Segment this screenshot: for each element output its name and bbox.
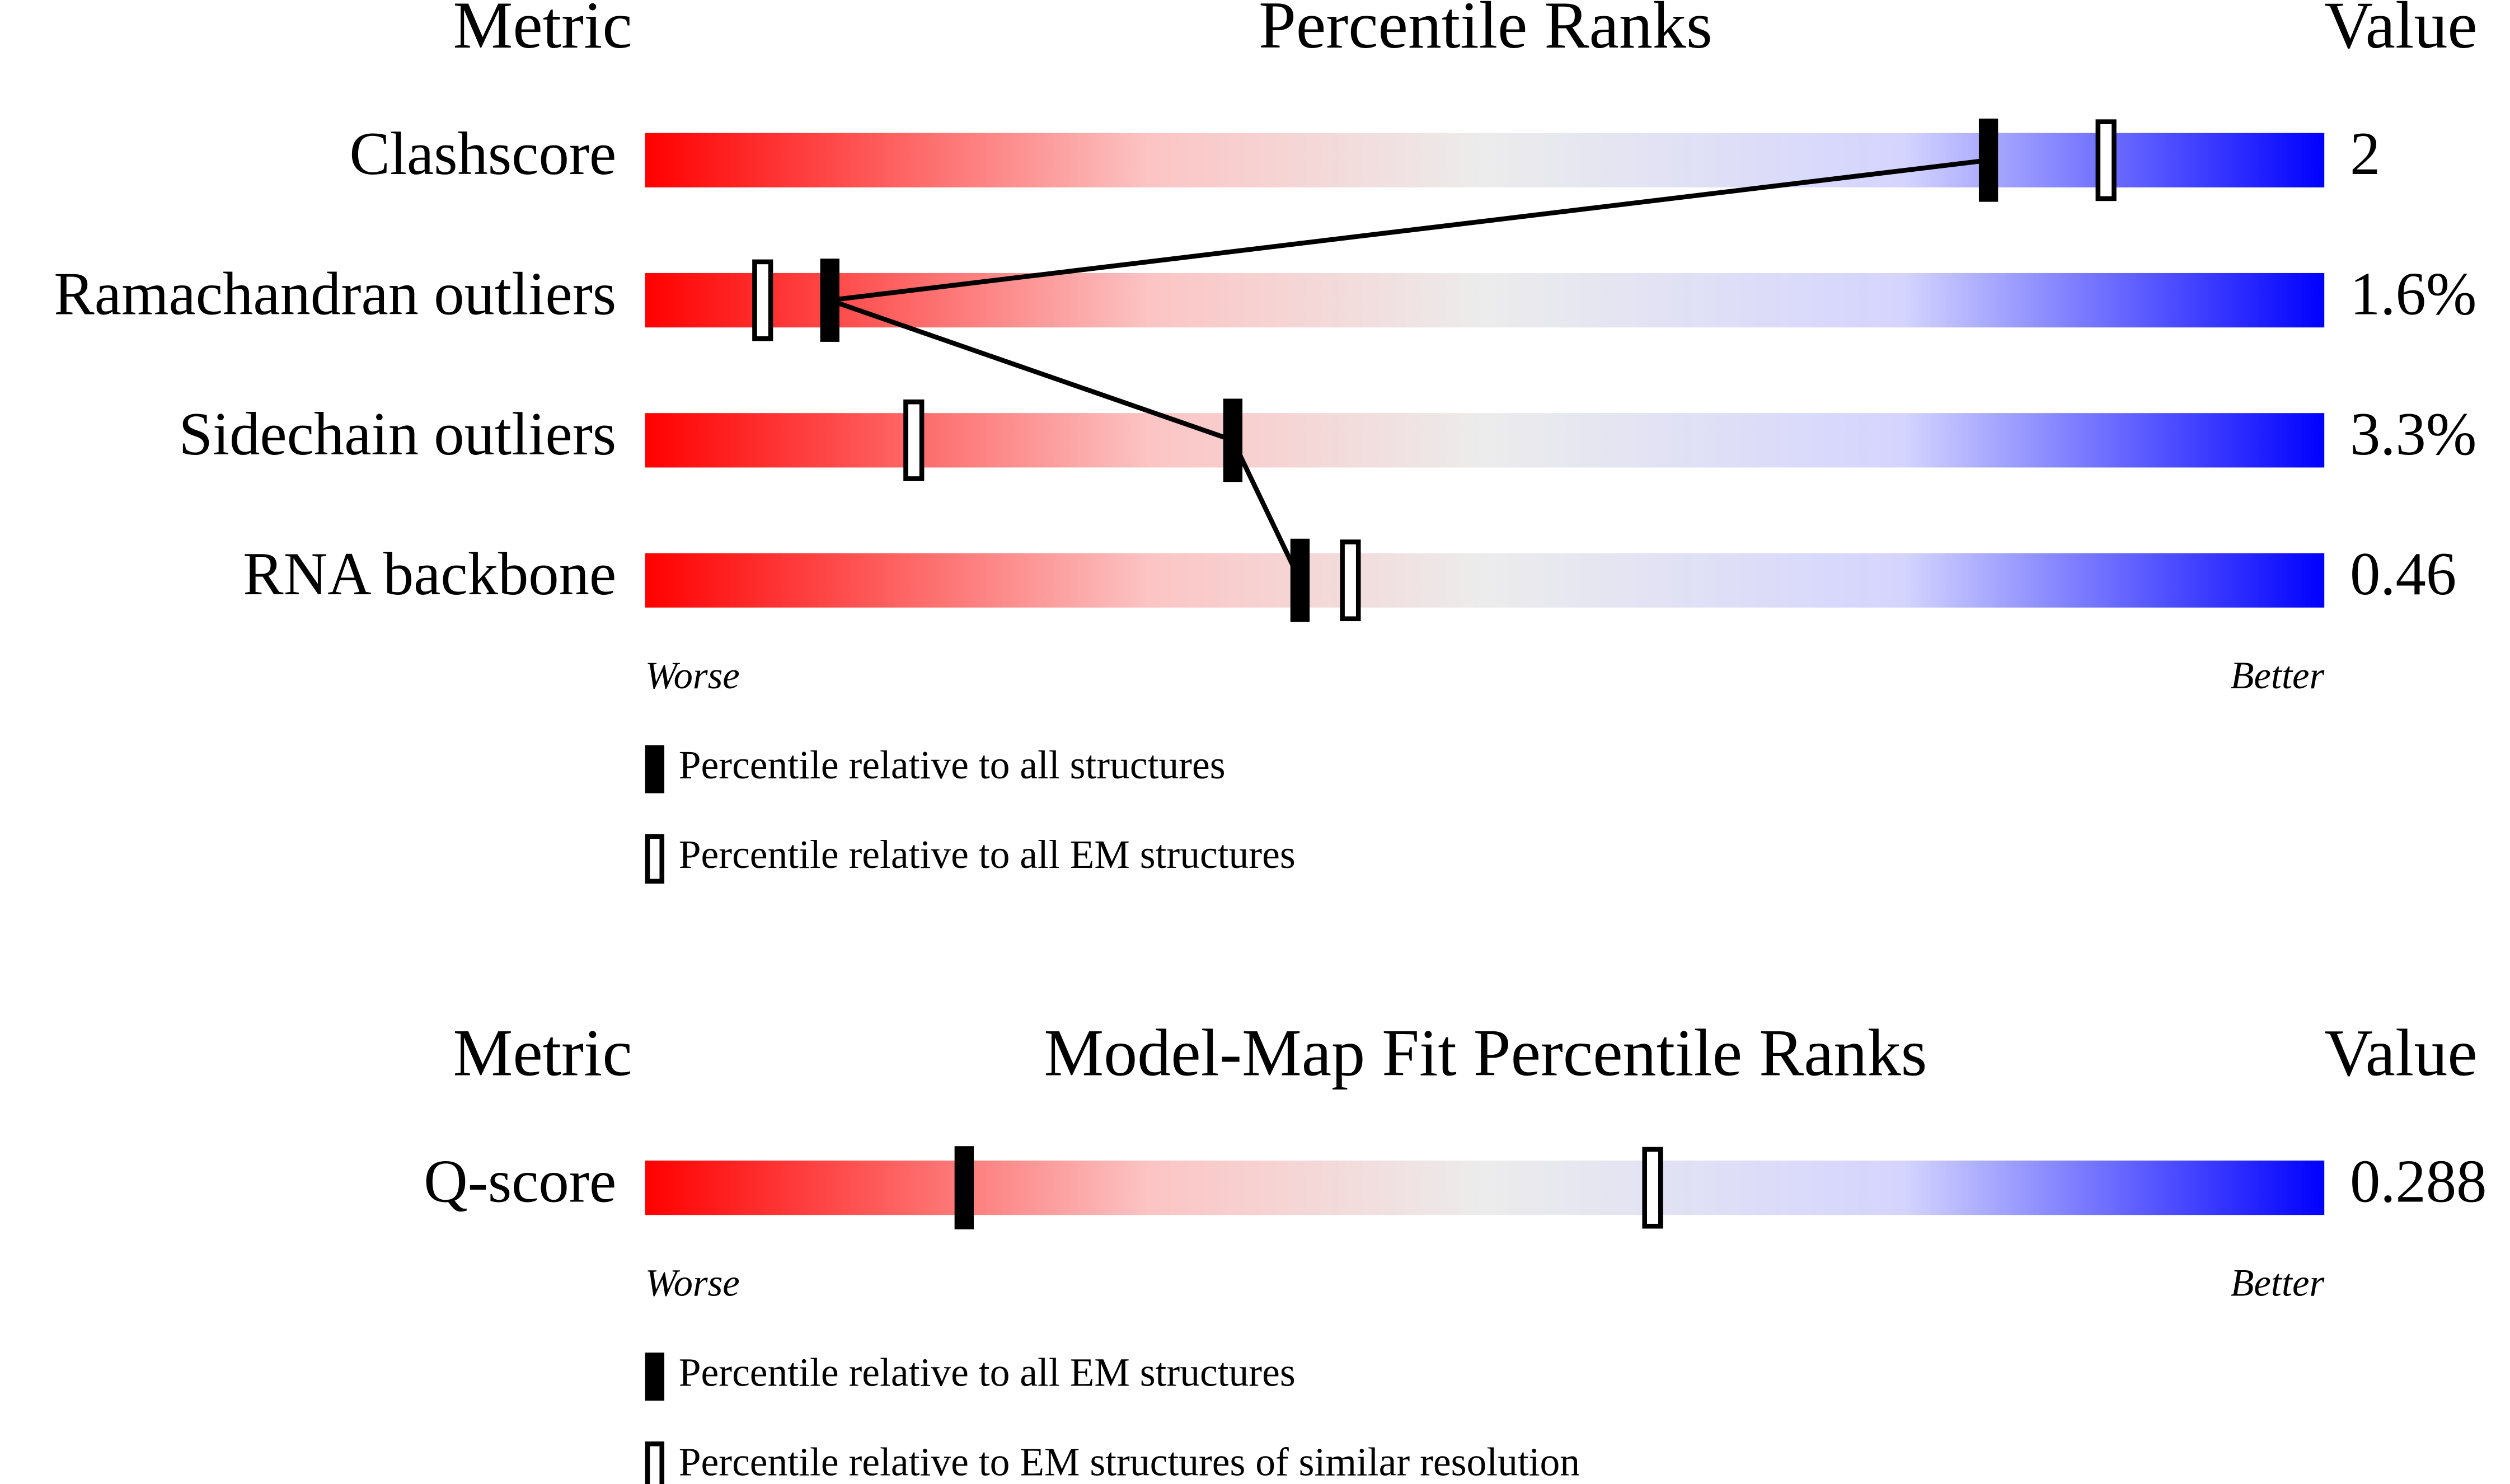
metric-value: 0.288: [2350, 1148, 2487, 1215]
gradient-bar: [645, 273, 2325, 328]
gradient-bar: [645, 1160, 2325, 1215]
legend-swatch-filled: [645, 745, 665, 793]
header-title: Model-Map Fit Percentile Ranks: [1044, 1015, 1927, 1089]
metric-value: 1.6%: [2350, 260, 2476, 327]
metric-label: Sidechain outliers: [179, 400, 616, 468]
metric-label: Clashscore: [349, 120, 616, 187]
gradient-bar: [645, 413, 2325, 468]
header-metric: Metric: [453, 0, 632, 62]
metric-label: Q-score: [424, 1148, 616, 1215]
gradient-bar: [645, 553, 2325, 608]
percentile-marker-open: [2095, 119, 2117, 201]
legend-swatch-filled: [645, 1352, 665, 1401]
percentile-marker-filled: [1223, 398, 1243, 482]
metric-value: 3.3%: [2350, 400, 2476, 468]
percentile-marker-open: [903, 399, 925, 481]
percentile-marker-open: [752, 259, 773, 341]
percentile-marker-open: [1642, 1147, 1663, 1229]
metric-value: 2: [2350, 120, 2380, 187]
better-label: Better: [2231, 1262, 2325, 1304]
percentile-marker-filled: [820, 259, 839, 342]
worse-label: Worse: [645, 654, 740, 697]
percentile-marker-open: [1340, 539, 1361, 622]
legend-swatch-open: [645, 834, 665, 884]
legend-label: Percentile relative to EM structures of …: [679, 1440, 1580, 1484]
gradient-bar: [645, 133, 2325, 187]
metric-label: Ramachandran outliers: [54, 260, 616, 327]
legend-label: Percentile relative to all EM structures: [679, 833, 1296, 877]
header-title: Percentile Ranks: [1259, 0, 1713, 62]
better-label: Better: [2231, 654, 2325, 697]
legend-swatch-open: [645, 1441, 665, 1484]
metric-label: RNA backbone: [243, 540, 616, 608]
worse-label: Worse: [645, 1262, 740, 1304]
metric-value: 0.46: [2350, 540, 2456, 608]
legend-label: Percentile relative to all EM structures: [679, 1351, 1296, 1395]
header-metric: Metric: [453, 1015, 632, 1089]
header-value: Value: [2324, 1015, 2478, 1089]
legend-label: Percentile relative to all structures: [679, 743, 1226, 787]
percentile-marker-filled: [954, 1146, 974, 1229]
percentile-marker-filled: [1290, 538, 1310, 622]
connector-line: [829, 158, 1989, 581]
percentile-marker-filled: [1978, 118, 1998, 202]
header-value: Value: [2324, 0, 2478, 62]
